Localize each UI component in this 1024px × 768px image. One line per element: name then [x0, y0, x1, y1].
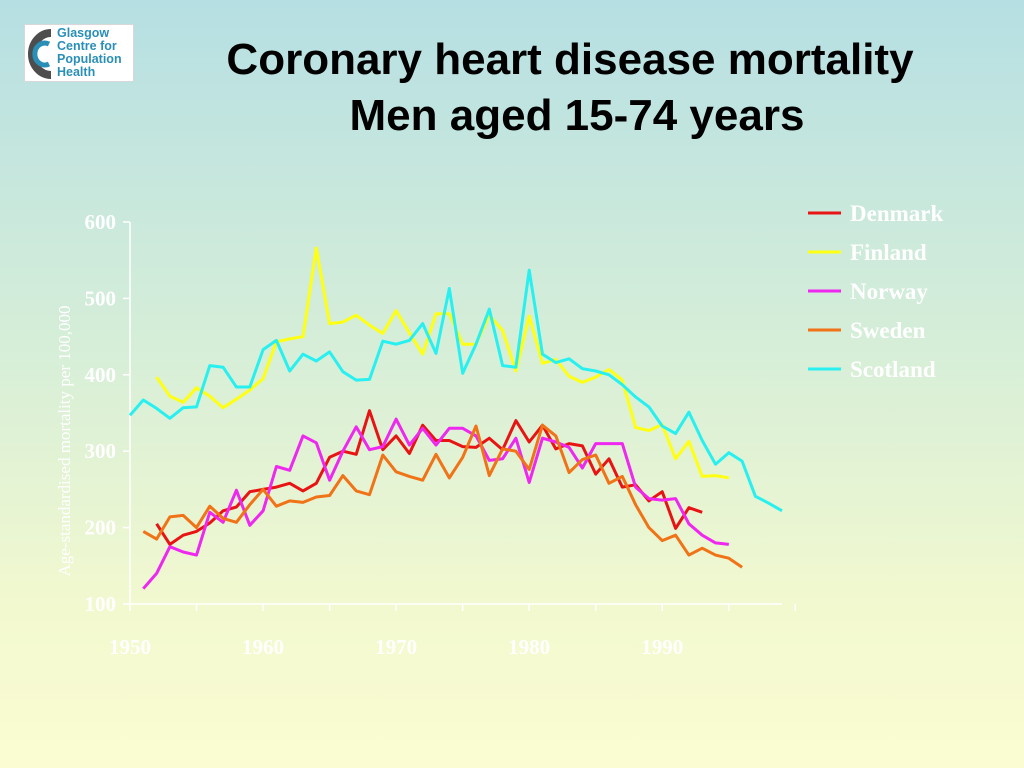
slide-title: Coronary heart disease mortality Men age… [140, 32, 1000, 144]
y-tick-label: 200 [85, 516, 117, 540]
logo: Glasgow Centre for Population Health [24, 24, 134, 82]
series-line-sweden [142, 423, 743, 569]
y-tick-label: 100 [85, 592, 117, 616]
chart-legend: Denmark Finland Norway Sweden Scotland [808, 201, 943, 382]
logo-line: Centre for [57, 39, 117, 53]
logo-line: Population [57, 52, 122, 66]
x-tick-label: 1970 [375, 635, 417, 659]
chart-axes: 100 200 300 400 500 600 1950 1960 1970 1980 1990 Ag… [55, 210, 797, 659]
legend-label-sweden: Sweden [850, 318, 926, 343]
x-tick-label: 1950 [109, 635, 151, 659]
y-tick-label: 500 [85, 286, 117, 310]
series-line-denmark [155, 409, 703, 546]
title-line-2: Men aged 15-74 years [349, 91, 805, 140]
x-tick-label: 1960 [242, 635, 284, 659]
logo-text: Glasgow Centre for Population Health [57, 27, 133, 79]
logo-line: Glasgow [57, 26, 110, 40]
series-line-scotland [128, 268, 783, 513]
y-tick-label: 400 [85, 363, 117, 387]
y-axis-label: Age-standardised mortality per 100,000 [55, 306, 74, 577]
logo-line: Health [57, 65, 96, 79]
x-tick-label: 1980 [508, 635, 550, 659]
legend-label-scotland: Scotland [850, 357, 936, 382]
y-tick-label: 300 [85, 439, 117, 463]
chart-series [128, 246, 783, 590]
y-tick-label: 600 [85, 210, 117, 234]
series-line-finland [155, 246, 730, 480]
series-line-norway [142, 417, 729, 590]
x-tick-label: 1990 [641, 635, 683, 659]
title-line-1: Coronary heart disease mortality [226, 35, 914, 84]
legend-label-denmark: Denmark [850, 201, 943, 226]
legend-label-norway: Norway [850, 279, 928, 304]
legend-label-finland: Finland [850, 240, 927, 265]
logo-mark-icon [28, 29, 52, 79]
